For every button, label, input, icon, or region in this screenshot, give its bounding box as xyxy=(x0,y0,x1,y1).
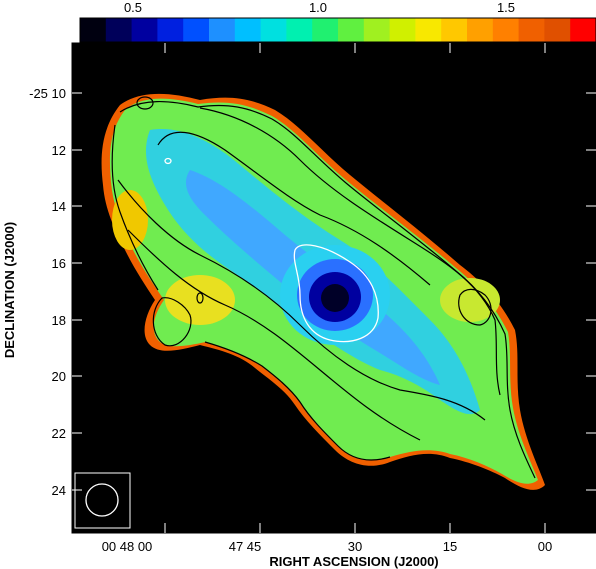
x-tick-label: 00 48 00 xyxy=(102,539,153,554)
colorbar-tick-label: 1.0 xyxy=(309,0,327,15)
colorbar-cell xyxy=(363,18,391,42)
emission-patch xyxy=(165,275,235,325)
x-tick-label: 47 45 xyxy=(229,539,262,554)
colorbar-cell xyxy=(80,18,107,42)
colorbar: 0.5 1.0 1.5 xyxy=(79,0,596,43)
map-panel: -25 10 12 14 16 18 20 22 24 00 48 00 47 … xyxy=(2,42,596,569)
colorbar-cell xyxy=(467,18,494,42)
x-tick-label: 30 xyxy=(348,539,362,554)
emission-patch xyxy=(440,278,500,322)
colorbar-tick-label: 1.5 xyxy=(497,0,515,15)
colorbar-cell xyxy=(131,18,158,42)
x-tick-label: 15 xyxy=(443,539,457,554)
y-tick-label: 18 xyxy=(52,313,66,328)
y-tick-label: 20 xyxy=(52,369,66,384)
colorbar-cell xyxy=(338,18,365,42)
colorbar-cell xyxy=(209,18,236,42)
colorbar-cell xyxy=(544,18,571,42)
colorbar-tick-label: 0.5 xyxy=(124,0,142,15)
colorbar-cell xyxy=(234,18,262,42)
colorbar-frame xyxy=(79,17,596,43)
y-tick-label: 16 xyxy=(52,256,66,271)
central-source-peak xyxy=(321,284,349,312)
emission-region xyxy=(101,93,545,490)
y-tick-label: 24 xyxy=(52,483,66,498)
colorbar-cell xyxy=(260,18,287,42)
colorbar-cells xyxy=(80,18,596,42)
colorbar-cell xyxy=(183,18,210,42)
colorbar-cell xyxy=(286,18,313,42)
emission-patch xyxy=(112,190,148,250)
y-tick-label: 22 xyxy=(52,426,66,441)
x-tick-label: 00 xyxy=(538,539,552,554)
contours-black xyxy=(111,96,536,479)
colorbar-cell xyxy=(157,18,184,42)
y-tick-label: -25 10 xyxy=(29,86,66,101)
y-tick-label: 14 xyxy=(52,199,66,214)
colorbar-cell xyxy=(570,18,596,42)
beam-box xyxy=(74,472,131,529)
y-tick-label: 12 xyxy=(52,143,66,158)
colorbar-cell xyxy=(389,18,416,42)
map-frame xyxy=(71,42,596,534)
x-axis-title: RIGHT ASCENSION (J2000) xyxy=(269,554,438,569)
colorbar-cell xyxy=(312,18,339,42)
y-axis-title: DECLINATION (J2000) xyxy=(2,222,17,358)
axis-ticks xyxy=(72,43,596,533)
beam-ellipse xyxy=(85,483,119,517)
colorbar-cell xyxy=(105,18,133,42)
colorbar-cell xyxy=(441,18,468,42)
colorbar-cell xyxy=(415,18,442,42)
colorbar-cell xyxy=(492,18,520,42)
colorbar-cell xyxy=(518,18,545,42)
contours-white xyxy=(164,157,379,343)
